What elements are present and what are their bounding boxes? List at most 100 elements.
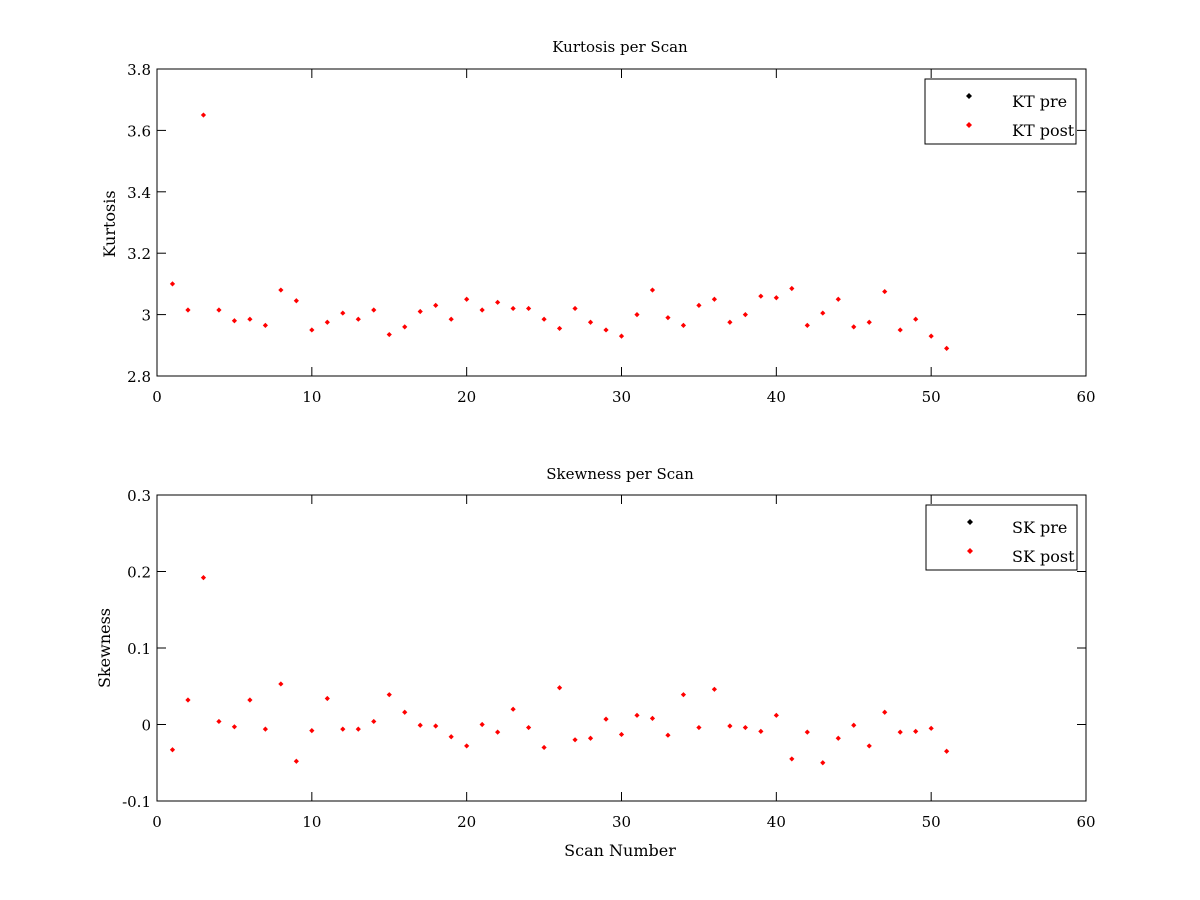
kurtosis-point-kt-post (835, 296, 841, 302)
skewness-point-sk-post (866, 743, 872, 749)
kurtosis-point-kt-post (185, 307, 191, 313)
skewness-point-sk-post (541, 744, 547, 751)
skewness-point-sk-post (742, 724, 748, 731)
kurtosis-legend-box (924, 78, 1077, 145)
skewness-legend-box (925, 504, 1078, 571)
skewness-y-tick-label: -0.1 (122, 793, 151, 811)
skewness-point-sk-post (944, 748, 950, 754)
skewness-point-sk-post (417, 722, 423, 728)
skewness-point-sk-post (433, 723, 439, 729)
kurtosis-point-kt-post (371, 307, 377, 313)
kurtosis-point-kt-post (897, 327, 903, 333)
kurtosis-point-kt-post (680, 322, 687, 328)
skewness-point-sk-post (386, 692, 392, 698)
skewness-point-sk-post (603, 716, 609, 722)
skewness-point-sk-post (696, 724, 702, 731)
skewness-point-sk-post (355, 726, 361, 732)
kurtosis-point-kt-post (402, 324, 408, 330)
skewness-point-sk-post (882, 709, 888, 715)
kurtosis-point-kt-post (944, 345, 950, 351)
kurtosis-point-kt-post (309, 327, 315, 333)
kurtosis-point-kt-post (541, 316, 547, 322)
skewness-x-tick-label: 30 (612, 813, 631, 831)
kurtosis-point-kt-post (464, 296, 470, 302)
kt-post-legend-label: KT post (1012, 121, 1075, 140)
kurtosis-point-kt-post (200, 112, 207, 118)
skewness-point-sk-post (758, 728, 764, 734)
kurtosis-point-kt-post (773, 295, 779, 301)
sk-post-legend-label: SK post (1012, 547, 1075, 566)
kurtosis-point-kt-post (820, 310, 826, 316)
kurtosis-chart-title: Kurtosis per Scan (552, 38, 688, 56)
skewness-point-sk-post (231, 724, 238, 730)
skewness-point-sk-post (448, 734, 454, 740)
skewness-x-tick-label: 40 (767, 813, 786, 831)
skewness-point-sk-post (711, 686, 717, 692)
skewness-point-sk-post (324, 695, 330, 702)
skewness-point-sk-post (804, 729, 810, 735)
skewness-point-sk-post (789, 756, 795, 762)
sk-pre-legend-marker (967, 519, 973, 525)
kurtosis-y-tick-label: 2.8 (127, 368, 151, 386)
kurtosis-point-kt-post (556, 325, 563, 332)
skewness-point-sk-post (262, 726, 268, 732)
skewness-subplot: Skewness per Scan Skewness Scan Number 0… (95, 465, 1096, 860)
skewness-point-sk-post (479, 721, 485, 728)
skewness-y-tick-label: 0 (141, 717, 151, 735)
skewness-point-sk-post (680, 692, 687, 698)
kurtosis-point-kt-post (526, 305, 532, 312)
skewness-point-sk-post (216, 718, 222, 725)
kurtosis-point-kt-post (804, 322, 810, 328)
kurtosis-x-tick-label: 30 (612, 388, 631, 406)
kurtosis-legend: KT pre KT post (924, 78, 1077, 145)
kurtosis-y-tick-label: 3.6 (127, 122, 151, 140)
skewness-point-sk-post (634, 712, 640, 718)
kurtosis-point-kt-post (433, 302, 439, 308)
kurtosis-point-kt-post (231, 318, 238, 324)
kurtosis-point-kt-post (882, 288, 888, 295)
kurtosis-point-kt-post (510, 305, 516, 312)
skewness-y-tick-label: 0.1 (127, 640, 151, 658)
kurtosis-point-kt-post (417, 308, 423, 315)
kurtosis-point-kt-post (495, 299, 501, 305)
kurtosis-point-kt-post (727, 319, 733, 325)
skewness-x-tick-label: 20 (457, 813, 476, 831)
kurtosis-y-axis-label: Kurtosis (100, 190, 119, 257)
skewness-point-sk-post (309, 728, 315, 734)
kurtosis-point-kt-post (324, 319, 330, 325)
kurtosis-point-kt-post (665, 315, 671, 321)
kt-post-legend-marker (966, 122, 972, 128)
kurtosis-y-tick-label: 3.2 (127, 245, 151, 263)
skewness-x-axis-label: Scan Number (564, 841, 676, 860)
kurtosis-x-tick-label: 10 (302, 388, 321, 406)
skewness-y-axis-label: Skewness (95, 608, 114, 688)
kurtosis-x-tick-label: 20 (457, 388, 476, 406)
skewness-point-sk-post (665, 732, 671, 738)
kurtosis-point-kt-post (216, 307, 222, 313)
kurtosis-point-kt-post (262, 322, 268, 328)
sk-post-legend-marker (967, 548, 973, 554)
skewness-point-sk-post (200, 575, 207, 581)
kurtosis-point-kt-post (587, 319, 594, 325)
kurtosis-point-kt-post (711, 296, 717, 302)
kurtosis-point-kt-post (928, 333, 934, 339)
skewness-point-sk-post (278, 681, 284, 687)
skewness-x-tick-label: 50 (922, 813, 941, 831)
kt-pre-legend-marker (966, 93, 972, 99)
skewness-point-sk-post (340, 726, 346, 732)
skewness-point-sk-post (587, 735, 594, 741)
skewness-point-sk-post (649, 715, 656, 721)
skewness-y-tick-label: 0.2 (127, 564, 151, 582)
kurtosis-point-kt-post (169, 281, 176, 287)
kurtosis-point-kt-post (479, 307, 485, 313)
skewness-point-sk-post (526, 724, 532, 731)
kurtosis-point-kt-post (572, 305, 578, 312)
kurtosis-point-kt-post (634, 312, 640, 318)
kurtosis-y-tick-label: 3.4 (127, 184, 151, 202)
skewness-point-sk-post (928, 725, 934, 731)
kurtosis-y-tick-label: 3.8 (127, 61, 151, 79)
skewness-point-sk-post (572, 737, 578, 743)
skewness-point-sk-post (247, 697, 253, 703)
skewness-point-sk-post (495, 729, 501, 735)
kurtosis-point-kt-post (866, 319, 872, 325)
